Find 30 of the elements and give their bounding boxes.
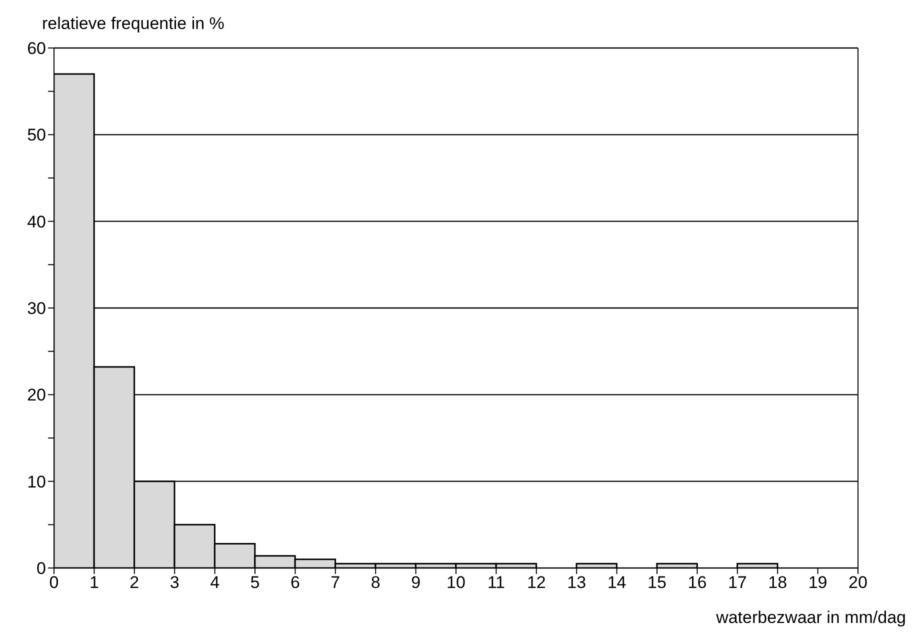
x-tick-label: 7 [330, 573, 340, 592]
x-tick-label: 15 [648, 573, 666, 592]
x-tick-label: 9 [411, 573, 421, 592]
x-tick-label: 6 [290, 573, 300, 592]
y-tick-label: 60 [27, 39, 46, 58]
x-tick-label: 14 [607, 573, 626, 592]
x-tick-label: 13 [567, 573, 586, 592]
x-tick-label: 10 [446, 573, 466, 592]
x-tick-label: 19 [808, 573, 828, 592]
y-tick-label: 20 [27, 386, 46, 405]
x-tick-label: 1 [89, 573, 99, 592]
x-tick-label: 4 [210, 573, 220, 592]
x-tick-label: 20 [848, 573, 868, 592]
y-tick-label: 10 [27, 472, 46, 492]
x-tick-label: 2 [130, 573, 140, 592]
x-tick-label: 16 [688, 573, 707, 592]
x-tick-label: 18 [768, 573, 788, 592]
x-tick-label: 5 [250, 573, 260, 592]
x-tick-label: 8 [370, 573, 380, 592]
y-axis-title: relatieve frequentie in % [42, 14, 224, 34]
x-axis-title: waterbezwaar in mm/dag [716, 608, 906, 628]
y-tick-label: 30 [27, 299, 46, 318]
x-tick-label: 11 [487, 573, 506, 592]
x-tick-label: 17 [728, 573, 747, 592]
x-tick-label: 0 [49, 573, 59, 592]
y-tick-label: 40 [27, 212, 46, 232]
x-tick-label: 3 [170, 573, 180, 592]
x-tick-label: 12 [526, 573, 546, 592]
y-tick-label: 0 [36, 559, 46, 578]
y-tick-label: 50 [27, 126, 46, 145]
